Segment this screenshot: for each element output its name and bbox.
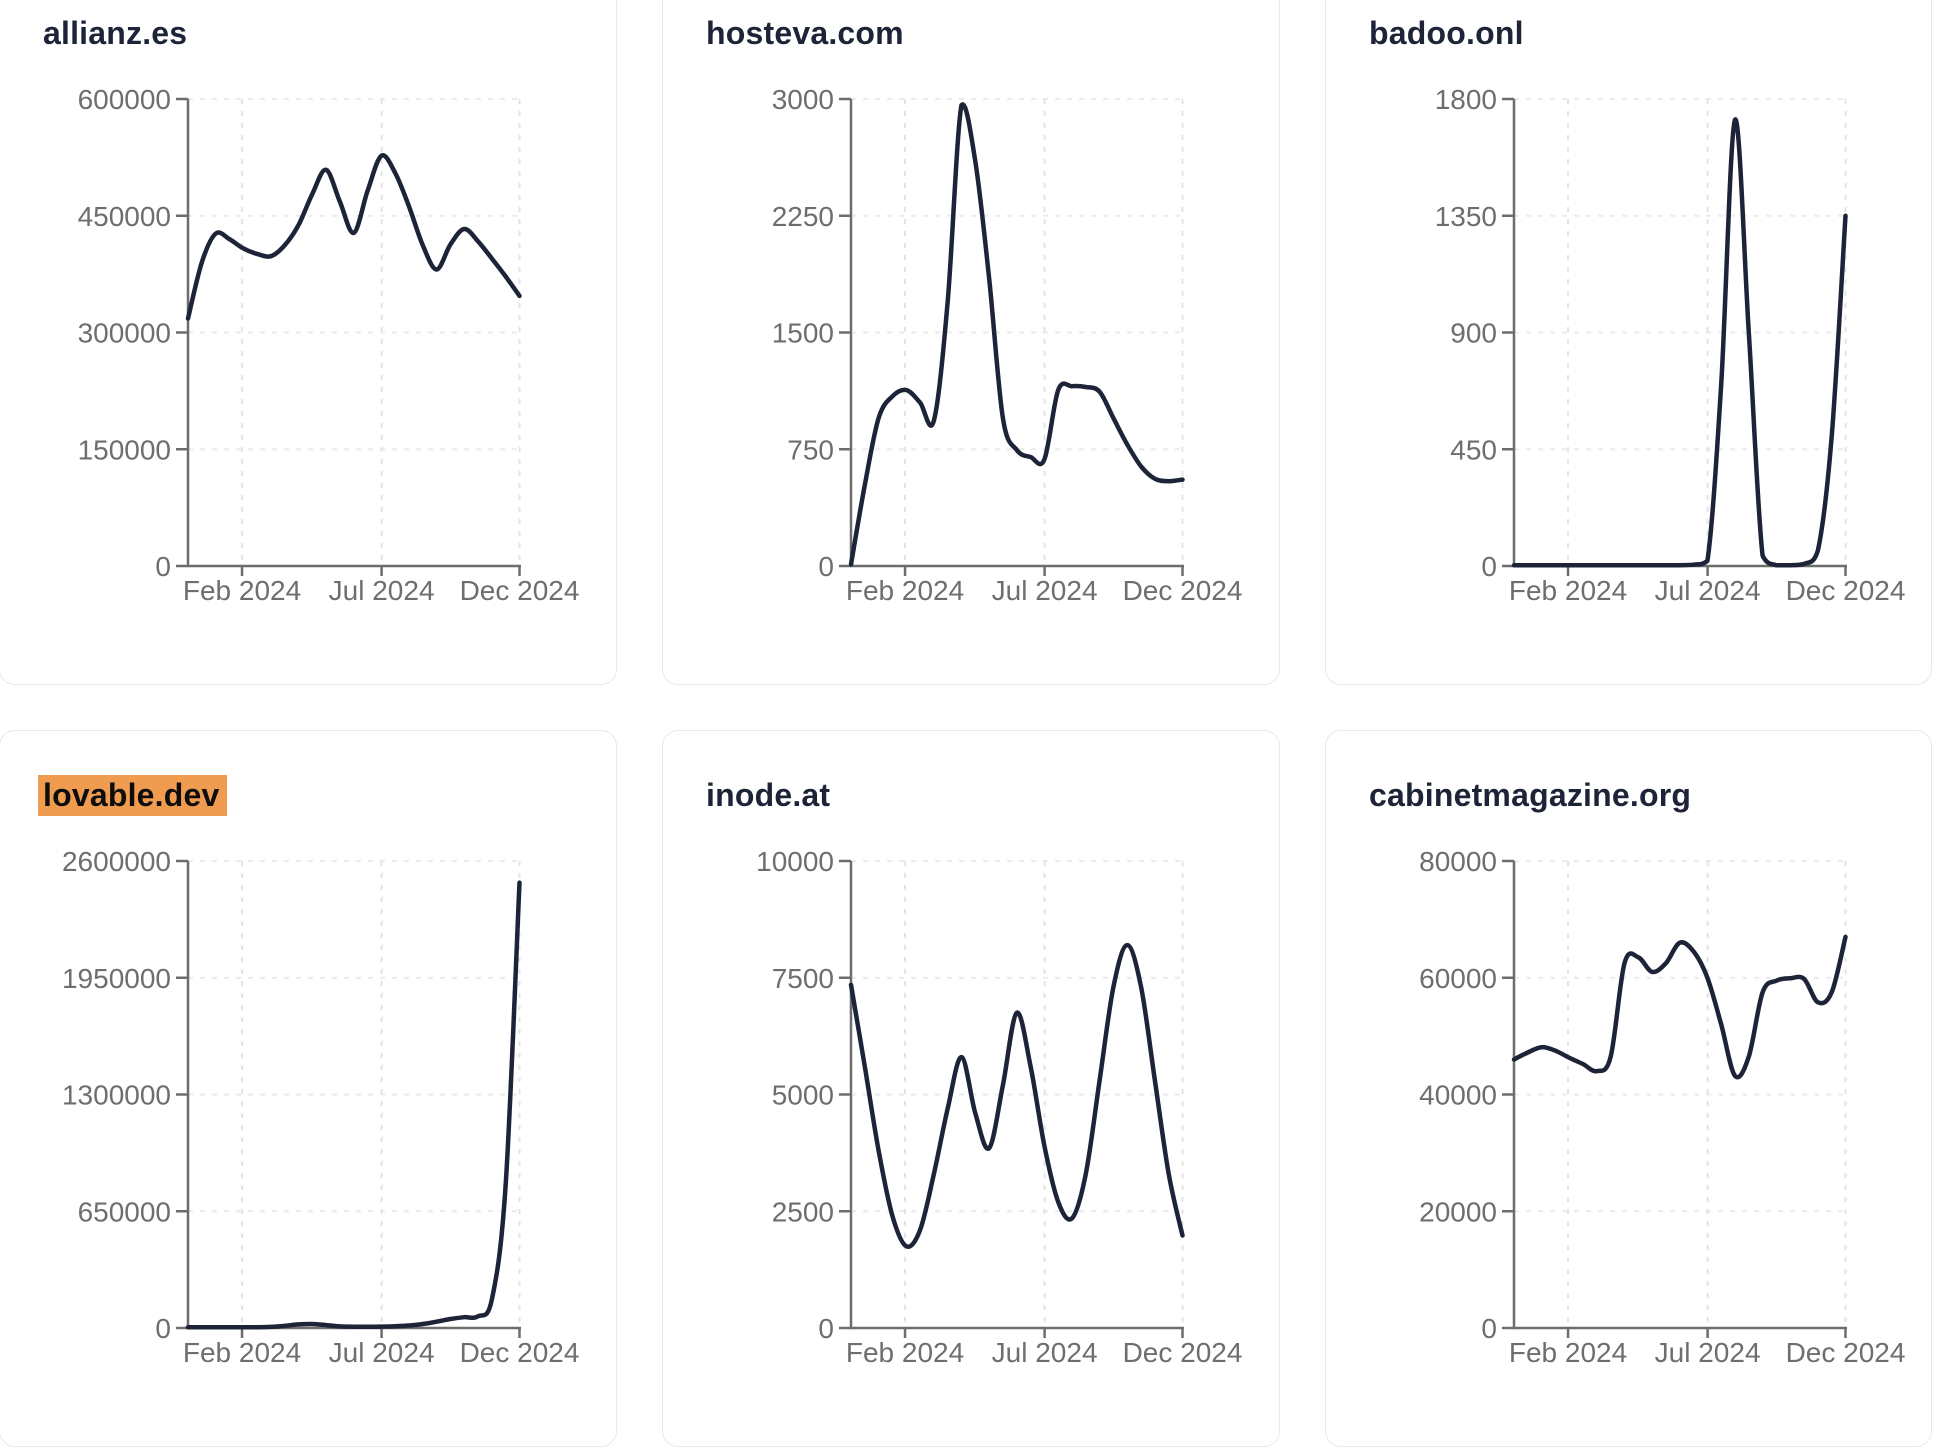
svg-text:450: 450: [1450, 434, 1497, 465]
svg-text:2250: 2250: [772, 201, 834, 232]
svg-text:Dec 2024: Dec 2024: [1123, 575, 1243, 606]
traffic-line-chart: 0 150000 300000 450000 600000 Feb 2024 Jul 202…: [78, 84, 580, 606]
svg-text:80000: 80000: [1419, 846, 1497, 877]
svg-text:Dec 2024: Dec 2024: [460, 1337, 580, 1368]
svg-text:Jul 2024: Jul 2024: [1655, 575, 1761, 606]
domain-title: lovable.dev: [38, 775, 227, 816]
svg-text:40000: 40000: [1419, 1080, 1497, 1111]
svg-text:Jul 2024: Jul 2024: [992, 1337, 1098, 1368]
svg-text:Feb 2024: Feb 2024: [183, 575, 301, 606]
svg-text:Dec 2024: Dec 2024: [1123, 1337, 1243, 1368]
svg-text:0: 0: [155, 1313, 171, 1344]
svg-text:Jul 2024: Jul 2024: [329, 575, 435, 606]
svg-text:5000: 5000: [772, 1080, 834, 1111]
domain-card: lovable.dev 0 650000 1300000 1950000 2600000…: [0, 730, 617, 1447]
svg-text:Dec 2024: Dec 2024: [1786, 575, 1906, 606]
svg-text:150000: 150000: [78, 434, 171, 465]
svg-text:2600000: 2600000: [62, 846, 171, 877]
domain-title-text[interactable]: hosteva.com: [706, 15, 904, 51]
domain-card: badoo.onl 0 450 900 1350 1800 Feb 2024 Jul 202…: [1325, 0, 1932, 685]
svg-text:3000: 3000: [772, 84, 834, 115]
domain-title-text[interactable]: allianz.es: [43, 15, 188, 51]
domain-card: cabinetmagazine.org 0 20000 40000 60000 8000…: [1325, 730, 1932, 1447]
svg-text:600000: 600000: [78, 84, 171, 115]
domain-card: hosteva.com 0 750 1500 2250 3000 Feb 2024 Jul …: [662, 0, 1280, 685]
domain-title: hosteva.com: [706, 15, 904, 52]
traffic-line-chart: 0 2500 5000 7500 10000 Feb 2024 Jul 2024 Dec 20…: [756, 846, 1243, 1368]
svg-text:0: 0: [818, 551, 834, 582]
domain-title: badoo.onl: [1369, 15, 1524, 52]
svg-text:1500: 1500: [772, 318, 834, 349]
domain-title: inode.at: [706, 777, 830, 814]
svg-text:60000: 60000: [1419, 963, 1497, 994]
traffic-line-chart: 0 650000 1300000 1950000 2600000 Feb 2024 Jul …: [62, 846, 580, 1368]
svg-text:300000: 300000: [78, 318, 171, 349]
svg-text:Dec 2024: Dec 2024: [460, 575, 580, 606]
domain-title-text[interactable]: badoo.onl: [1369, 15, 1524, 51]
svg-text:Jul 2024: Jul 2024: [1655, 1337, 1761, 1368]
svg-text:Dec 2024: Dec 2024: [1786, 1337, 1906, 1368]
svg-text:Feb 2024: Feb 2024: [183, 1337, 301, 1368]
domain-title-text[interactable]: lovable.dev: [38, 775, 227, 816]
domain-title-text[interactable]: cabinetmagazine.org: [1369, 777, 1692, 813]
svg-text:7500: 7500: [772, 963, 834, 994]
svg-text:Jul 2024: Jul 2024: [329, 1337, 435, 1368]
domain-card: allianz.es 0 150000 300000 450000 600000 Feb …: [0, 0, 617, 685]
svg-text:0: 0: [1481, 551, 1497, 582]
svg-text:1800: 1800: [1435, 84, 1497, 115]
svg-text:0: 0: [818, 1313, 834, 1344]
svg-text:0: 0: [155, 551, 171, 582]
svg-text:0: 0: [1481, 1313, 1497, 1344]
svg-text:1950000: 1950000: [62, 963, 171, 994]
svg-text:20000: 20000: [1419, 1196, 1497, 1227]
traffic-line-chart: 0 450 900 1350 1800 Feb 2024 Jul 2024 Dec 2024: [1435, 84, 1906, 606]
svg-text:Feb 2024: Feb 2024: [846, 575, 964, 606]
domain-title: cabinetmagazine.org: [1369, 777, 1691, 814]
traffic-line-chart: 0 20000 40000 60000 80000 Feb 2024 Jul 2024 Dec…: [1419, 846, 1906, 1368]
domain-title: allianz.es: [43, 15, 187, 52]
svg-text:750: 750: [787, 434, 834, 465]
svg-text:1300000: 1300000: [62, 1080, 171, 1111]
svg-text:Feb 2024: Feb 2024: [1509, 575, 1627, 606]
svg-text:Feb 2024: Feb 2024: [1509, 1337, 1627, 1368]
svg-text:2500: 2500: [772, 1196, 834, 1227]
svg-text:10000: 10000: [756, 846, 834, 877]
svg-text:650000: 650000: [78, 1196, 171, 1227]
svg-text:1350: 1350: [1435, 201, 1497, 232]
svg-text:Jul 2024: Jul 2024: [992, 575, 1098, 606]
domain-title-text[interactable]: inode.at: [706, 777, 831, 813]
domain-card: inode.at 0 2500 5000 7500 10000 Feb 2024 Jul 2…: [662, 730, 1280, 1447]
svg-text:900: 900: [1450, 318, 1497, 349]
svg-text:Feb 2024: Feb 2024: [846, 1337, 964, 1368]
traffic-line-chart: 0 750 1500 2250 3000 Feb 2024 Jul 2024 Dec 2024: [772, 84, 1243, 606]
svg-text:450000: 450000: [78, 201, 171, 232]
